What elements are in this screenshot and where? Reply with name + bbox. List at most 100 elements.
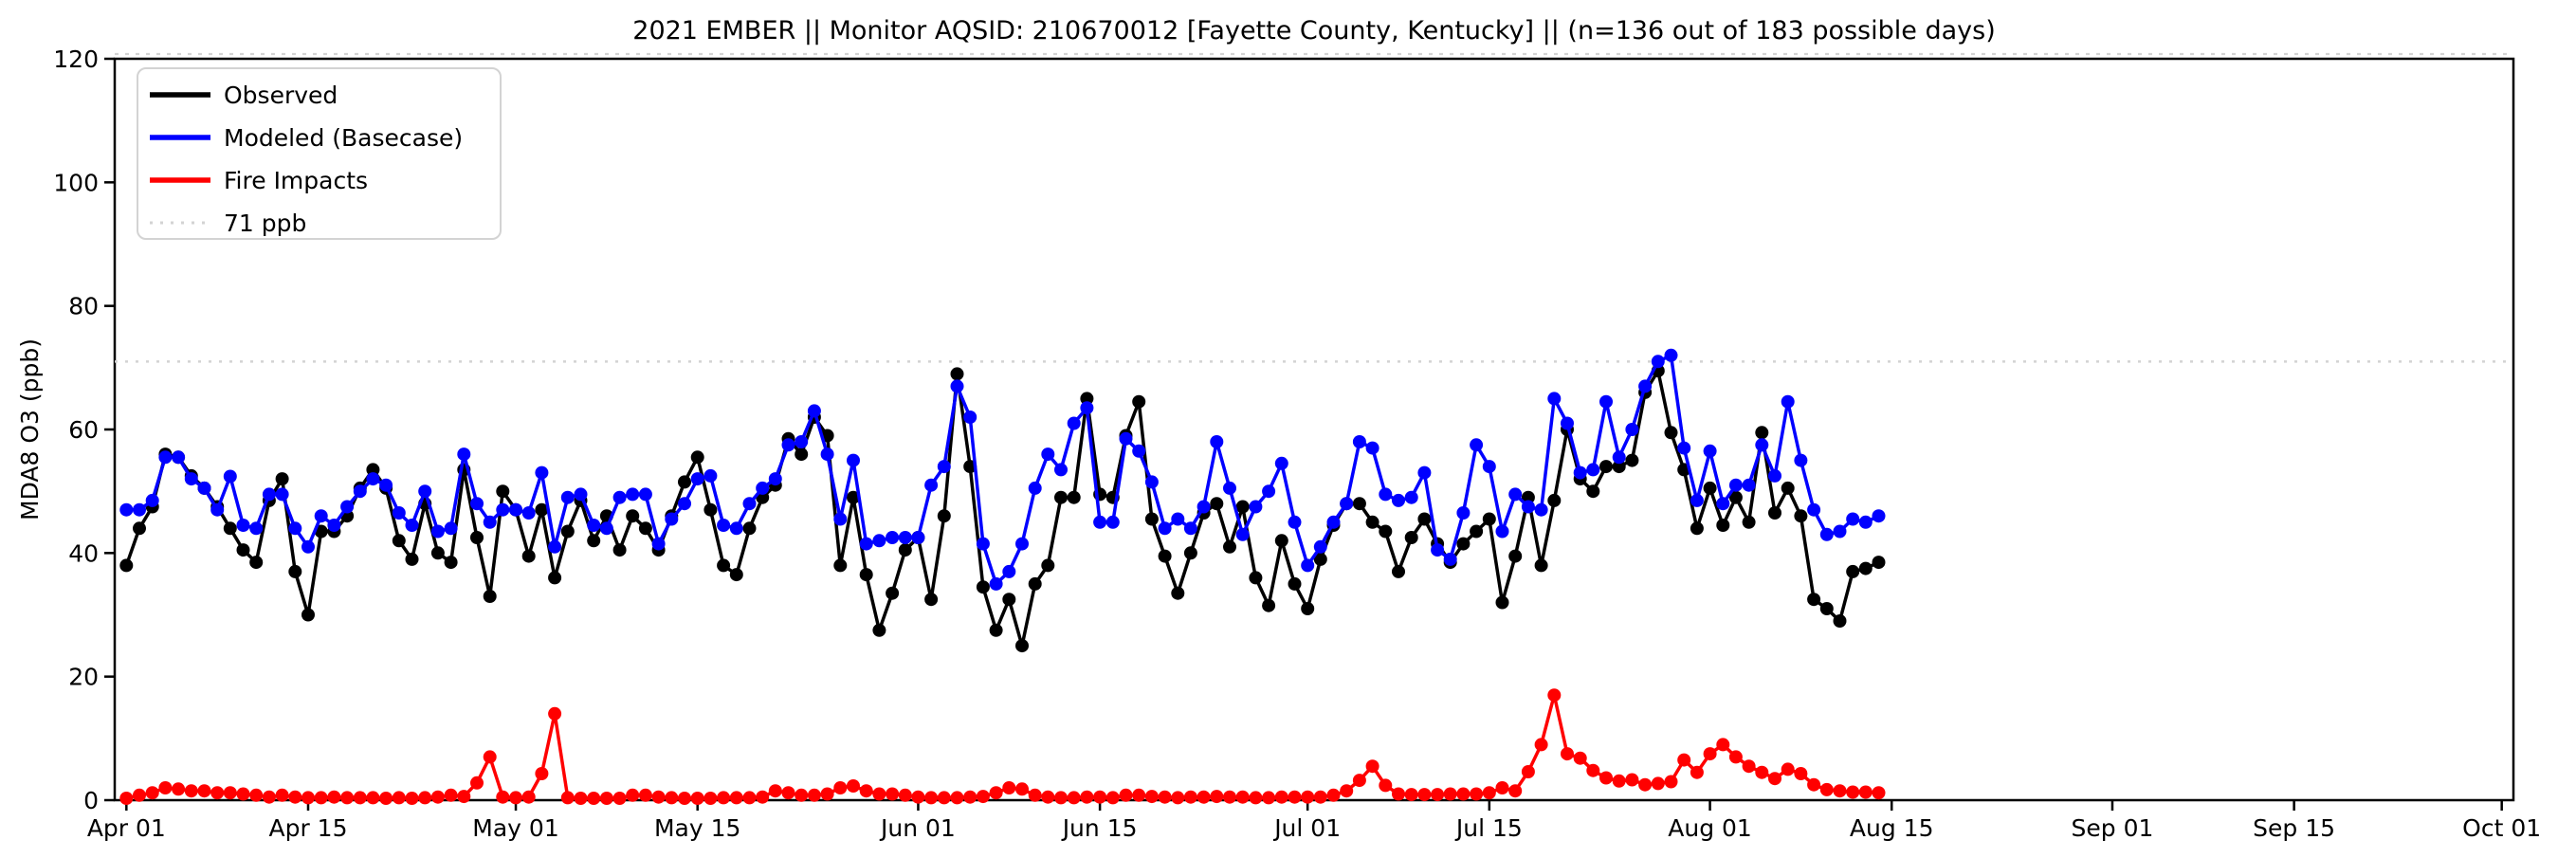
fire-impacts-marker — [1301, 790, 1315, 804]
modeled-basecase-marker — [950, 379, 964, 393]
modeled-basecase-marker — [1807, 502, 1821, 517]
modeled-basecase-marker — [1223, 481, 1236, 495]
observed-marker — [703, 502, 718, 517]
observed-marker — [1586, 484, 1600, 499]
fire-impacts-marker — [1326, 788, 1341, 802]
modeled-basecase-marker — [1443, 552, 1457, 566]
fire-impacts-marker — [1041, 790, 1055, 804]
observed-marker — [288, 564, 302, 578]
x-tick-label: Jun 01 — [879, 814, 956, 842]
fire-impacts-marker — [1249, 791, 1263, 805]
fire-impacts-marker — [1508, 784, 1523, 798]
fire-impacts-marker — [1080, 790, 1094, 804]
observed-marker — [1456, 537, 1471, 551]
modeled-basecase-marker — [911, 531, 925, 544]
fire-impacts-marker — [509, 791, 522, 805]
modeled-basecase-marker — [833, 512, 848, 526]
observed-marker — [1470, 524, 1484, 539]
fire-impacts-marker — [1833, 784, 1847, 798]
modeled-basecase-marker — [1768, 468, 1781, 483]
fire-impacts-marker — [1690, 765, 1704, 779]
fire-impacts-marker — [1417, 788, 1432, 802]
modeled-basecase-marker — [1067, 416, 1081, 430]
fire-impacts-marker — [833, 781, 848, 794]
modeled-basecase-marker — [1365, 441, 1379, 455]
fire-impacts-marker — [872, 787, 886, 801]
modeled-basecase-marker — [236, 519, 250, 532]
fire-impacts-marker — [1210, 790, 1224, 804]
observed-marker — [1625, 453, 1639, 467]
modeled-basecase-marker — [366, 472, 380, 486]
modeled-basecase-marker — [742, 497, 757, 511]
observed-marker — [560, 524, 575, 539]
modeled-basecase-marker — [1573, 466, 1587, 480]
modeled-basecase-marker — [1352, 435, 1366, 448]
modeled-basecase-marker — [1054, 463, 1068, 477]
observed-marker — [1508, 549, 1523, 563]
fire-impacts-marker — [496, 790, 510, 804]
observed-marker — [1781, 481, 1795, 495]
fire-impacts-marker — [483, 750, 497, 764]
y-tick-label: 80 — [68, 293, 99, 320]
observed-marker — [847, 490, 860, 504]
fire-impacts-marker — [444, 788, 458, 802]
fire-impacts-marker — [1728, 750, 1743, 764]
fire-impacts-marker — [1352, 774, 1366, 788]
observed-marker — [976, 580, 990, 594]
observed-marker — [886, 586, 900, 600]
modeled-basecase-marker — [665, 512, 679, 526]
observed-marker — [223, 521, 237, 536]
fire-impacts-marker — [1235, 790, 1250, 804]
observed-marker — [1223, 539, 1236, 554]
modeled-basecase-marker — [1197, 500, 1211, 514]
modeled-basecase-marker — [405, 519, 419, 532]
fire-impacts-marker — [1443, 787, 1457, 801]
legend-label-observed: Observed — [224, 82, 338, 109]
modeled-basecase-marker — [1249, 500, 1263, 514]
modeled-basecase-marker — [483, 515, 497, 529]
fire-impacts-marker — [288, 790, 302, 804]
fire-impacts-marker — [886, 787, 900, 801]
observed-marker — [1547, 493, 1562, 507]
fire-impacts-marker — [1262, 791, 1276, 805]
observed-marker — [859, 568, 873, 582]
modeled-basecase-marker — [1404, 490, 1418, 504]
x-tick-label: Apr 01 — [87, 814, 166, 842]
observed-marker — [937, 509, 951, 523]
modeled-basecase-marker — [1846, 512, 1860, 526]
fire-impacts-marker — [560, 791, 575, 805]
observed-marker — [249, 556, 264, 570]
modeled-basecase-marker — [1586, 463, 1600, 477]
x-tick-label: Aug 15 — [1850, 814, 1934, 842]
fire-impacts-marker — [1561, 747, 1574, 761]
fire-impacts-marker — [1158, 790, 1172, 804]
fire-impacts-marker — [756, 790, 770, 804]
fire-impacts-marker — [807, 788, 821, 802]
fire-impacts-marker — [1807, 777, 1821, 792]
modeled-basecase-marker — [1392, 493, 1405, 507]
fire-impacts-marker — [1586, 763, 1600, 777]
modeled-basecase-marker — [1274, 456, 1288, 470]
fire-impacts-marker — [353, 791, 367, 805]
x-tick-label: Oct 01 — [2462, 814, 2541, 842]
legend-box — [137, 67, 502, 240]
fire-impacts-marker — [820, 787, 834, 801]
fire-impacts-marker — [665, 791, 679, 805]
fire-impacts-marker — [1365, 759, 1379, 774]
modeled-basecase-marker — [353, 484, 367, 499]
observed-marker — [236, 543, 250, 557]
fire-impacts-marker — [236, 787, 250, 801]
modeled-basecase-marker — [886, 531, 900, 544]
modeled-basecase-marker — [678, 497, 691, 511]
observed-marker — [1262, 598, 1276, 612]
x-tick-label: Jul 15 — [1454, 814, 1523, 842]
observed-marker — [1534, 558, 1548, 573]
fire-impacts-marker — [742, 791, 757, 805]
modeled-basecase-marker — [197, 481, 211, 495]
modeled-basecase-marker — [1677, 441, 1691, 455]
observed-marker — [1249, 571, 1263, 585]
fire-impacts-marker — [1456, 787, 1471, 801]
modeled-basecase-marker — [314, 509, 328, 523]
modeled-basecase-marker — [470, 497, 484, 511]
observed-marker — [535, 502, 549, 517]
